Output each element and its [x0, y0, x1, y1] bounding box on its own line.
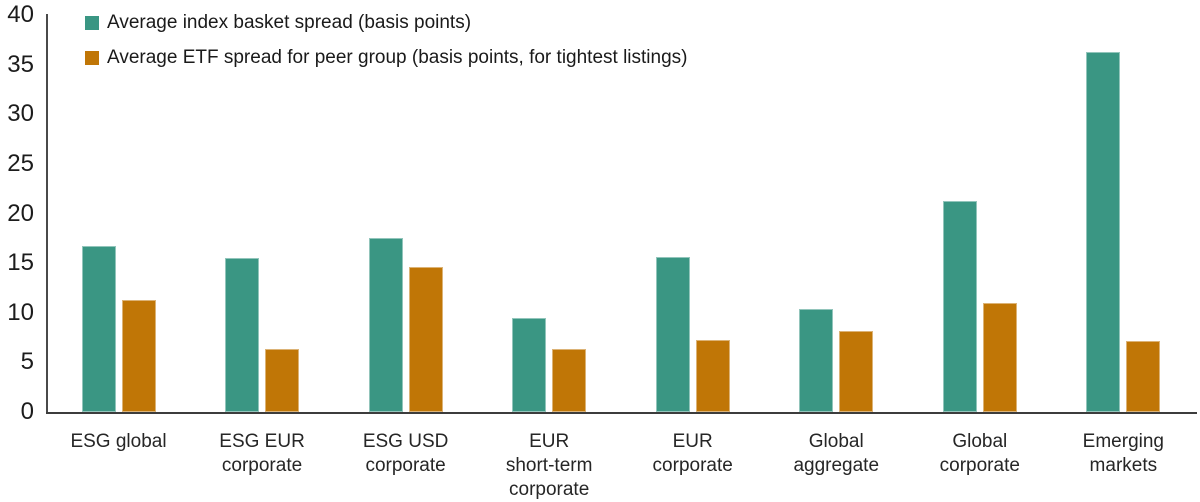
legend-label: Average ETF spread for peer group (basis… — [107, 47, 688, 68]
y-axis-tick-label: 5 — [20, 348, 34, 376]
y-axis-tick-label: 35 — [7, 50, 34, 78]
bar-index-basket-spread — [81, 246, 116, 412]
bar-etf-peer-spread — [839, 331, 874, 412]
y-axis-line — [46, 14, 48, 414]
bar-etf-peer-spread — [408, 267, 443, 412]
x-category-label: EUR corporate — [652, 431, 733, 476]
x-axis-line — [46, 412, 1197, 414]
y-axis-tick-label: 10 — [7, 298, 34, 326]
x-category-label: EUR short-term corporate — [505, 431, 593, 500]
legend-swatch-etf-peer — [85, 51, 99, 65]
legend-item: Average index basket spread (basis point… — [85, 12, 472, 33]
bar-etf-peer-spread — [695, 340, 730, 412]
bar-etf-peer-spread — [982, 303, 1017, 412]
bar-index-basket-spread — [512, 318, 547, 412]
y-axis-tick-label: 0 — [20, 398, 34, 425]
bar-index-basket-spread — [1086, 52, 1121, 412]
bar-index-basket-spread — [799, 309, 834, 412]
x-category-label: Emerging markets — [1082, 431, 1164, 476]
y-axis-tick-label: 25 — [7, 149, 34, 177]
y-axis-tick-label: 40 — [7, 1, 34, 28]
bar-index-basket-spread — [225, 258, 260, 412]
legend-item: Average ETF spread for peer group (basis… — [85, 47, 688, 68]
bar-etf-peer-spread — [1126, 341, 1161, 412]
x-category-label: ESG EUR corporate — [219, 431, 305, 476]
bar-etf-peer-spread — [121, 300, 156, 412]
bar-etf-peer-spread — [265, 349, 300, 412]
bar-index-basket-spread — [655, 257, 690, 412]
x-category-label: ESG global — [70, 431, 167, 452]
x-category-label: Global aggregate — [793, 431, 880, 476]
x-category-label: ESG USD corporate — [362, 431, 449, 476]
bar-index-basket-spread — [942, 201, 977, 412]
legend-swatch-index-basket — [85, 16, 99, 30]
x-category-label: Global corporate — [939, 431, 1020, 476]
y-axis-tick-label: 15 — [7, 249, 34, 277]
y-axis-tick-label: 30 — [7, 100, 34, 128]
y-axis-tick-label: 20 — [7, 199, 34, 227]
bar-index-basket-spread — [368, 238, 403, 412]
bar-etf-peer-spread — [552, 349, 587, 412]
legend-label: Average index basket spread (basis point… — [107, 12, 472, 33]
